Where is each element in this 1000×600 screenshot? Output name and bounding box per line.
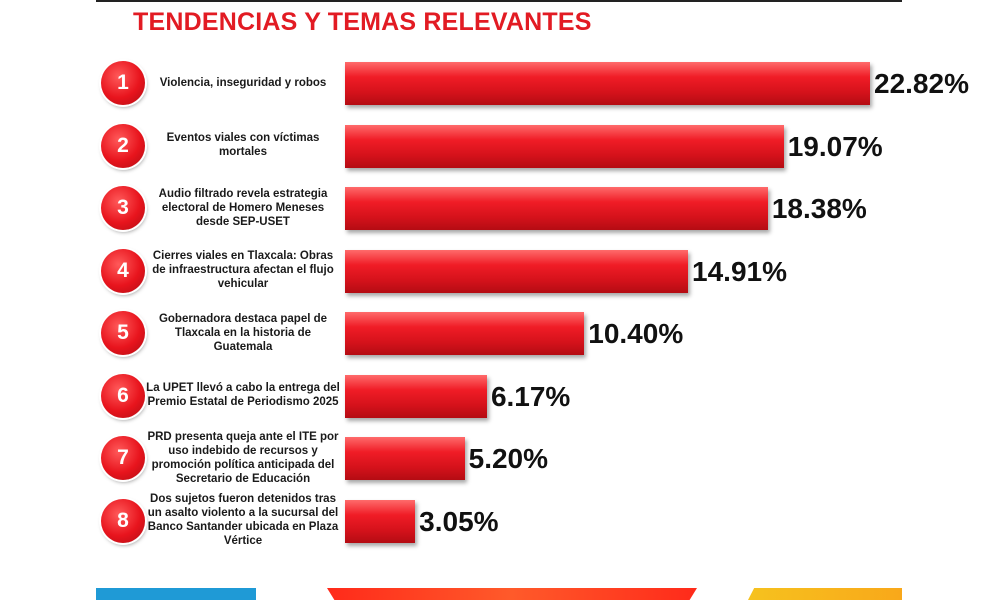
- value-label: 22.82%: [874, 68, 969, 99]
- category-label: Violencia, inseguridad y robos: [159, 76, 327, 89]
- rank-badge: 8: [101, 498, 145, 543]
- bar: [345, 249, 689, 293]
- category-label: Gobernadora destaca papel de Tlaxcala en…: [158, 312, 328, 353]
- value-label: 18.38%: [771, 193, 867, 224]
- rank-badge: 1: [101, 61, 145, 105]
- value-label: 5.20%: [468, 443, 549, 474]
- chart-title: TENDENCIAS Y TEMAS RELEVANTES: [133, 8, 592, 36]
- bar: [345, 62, 870, 105]
- footer-red-strip: [327, 588, 697, 600]
- bar: [345, 374, 487, 418]
- rank-badge: 6: [101, 373, 145, 418]
- category-label: Audio filtrado revela estrategia elector…: [158, 187, 328, 228]
- value-label: 10.40%: [588, 318, 684, 349]
- rank-badge: 5: [101, 311, 145, 355]
- category-label: La UPET llevó a cabo la entrega del Prem…: [146, 382, 340, 408]
- bar: [345, 312, 585, 355]
- bar: [345, 124, 784, 168]
- bar: [345, 437, 465, 480]
- category-label: Cierres viales en Tlaxcala: Obras de inf…: [152, 250, 334, 290]
- value-label: 14.91%: [692, 255, 787, 287]
- footer-yellow-strip: [748, 588, 902, 600]
- rank-badge: 3: [101, 186, 145, 230]
- bar: [345, 187, 768, 230]
- category-label: PRD presenta queja ante el ITE por uso i…: [147, 430, 339, 485]
- value-label: 6.17%: [490, 380, 571, 412]
- category-label: Dos sujetos fueron detenidos tras un asa…: [147, 493, 339, 547]
- value-label: 19.07%: [787, 130, 883, 162]
- top-frame-line: [96, 0, 902, 2]
- rank-badge: 4: [101, 248, 145, 293]
- category-label: Eventos viales con víctimas mortales: [166, 132, 320, 158]
- bar: [345, 499, 416, 543]
- footer-blue-strip: [96, 588, 256, 600]
- rank-badge: 2: [101, 123, 145, 168]
- value-label: 3.05%: [419, 505, 499, 537]
- rank-badge: 7: [101, 436, 145, 480]
